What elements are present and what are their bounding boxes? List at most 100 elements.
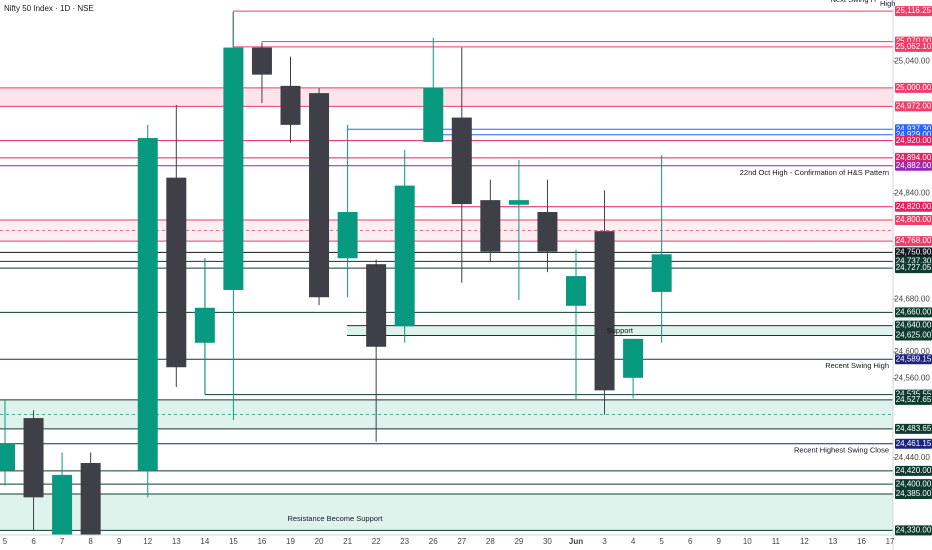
x-tick-label: 6 [688,537,693,546]
x-tick-label: 26 [429,537,438,546]
candle-body [337,212,358,259]
chart-title: Nifty 50 Index · 1D · NSE [4,4,94,13]
candle-body [280,85,301,125]
level-label-box [895,465,932,476]
level-label: 24,625.00 [896,331,932,340]
level-label: 24,535.55 [896,390,932,399]
level-label-box [895,236,932,247]
candle-body [194,307,215,343]
x-tick-label: 19 [286,537,295,546]
x-tick-label: 6 [31,537,36,546]
level-label: 24,882.00 [896,161,932,170]
annotations: Next Swing H High 22nd Oct High - Confirma… [287,0,895,523]
level-label-box [895,160,932,171]
level-label: 24,750.90 [896,247,932,256]
candle-body [480,200,501,252]
x-tick-label: 13 [828,537,837,546]
level-label-box [895,82,932,93]
x-tick-label: 5 [659,537,664,546]
candle-body [651,254,672,292]
candle-body [0,443,15,471]
x-tick-label: 12 [800,537,809,546]
y-tick-label: 24,440.00 [894,453,930,462]
level-label-box [895,330,932,341]
level-label-box [895,6,932,17]
level-label: 24,385.00 [896,489,932,498]
candle-body [23,418,44,498]
level-label: 24,894.00 [896,153,932,162]
level-label: 25,062.10 [896,42,932,51]
y-tick-label: 24,600.00 [894,347,930,356]
x-tick-label: 13 [172,537,181,546]
level-label-box [895,135,932,146]
zones [0,87,893,531]
candle-body [80,463,101,535]
level-label: 24,972.00 [896,101,932,110]
level-label: 24,937.30 [896,124,932,133]
x-tick-label: 9 [717,537,722,546]
annotation: High [880,0,895,8]
annotation: 22nd Oct High - Confirmation of H&S Patt… [740,168,889,177]
x-tick-label: 23 [400,537,409,546]
candles [0,11,672,535]
level-label: 24,527.65 [896,395,932,404]
level-label: 24,420.00 [896,466,932,475]
annotation: Recent Highest Swing Close [794,446,889,455]
candle-body [394,185,415,327]
x-tick-label: 17 [886,537,895,546]
axes: 5 6 7 8 9 12 13 14 15 16 19 20 21 22 23 26 27 28 29 30 Jun 3 4… [3,6,932,546]
level-label-box [895,394,932,405]
y-tick-label: 24,560.00 [894,374,930,383]
level-label: 24,640.00 [896,321,932,330]
level-label-box [895,320,932,331]
annotation: Recent Swing High [825,361,889,370]
level-label-box [895,263,932,274]
level-label-box [895,201,932,212]
annotation: Support [607,326,634,335]
level-label: 24,929.00 [896,130,932,139]
level-label: 24,400.00 [896,479,932,488]
x-tick-label: 5 [3,537,8,546]
level-label-box [895,152,932,163]
candle-body [137,138,158,471]
zone [0,87,893,107]
candle-body [251,47,272,75]
candle-body [623,338,644,378]
candle-body [451,117,472,205]
x-tick-label: 10 [743,537,752,546]
level-label: 24,920.00 [896,136,932,145]
level-label: 24,589.15 [896,354,932,363]
y-tick-label: 24,840.00 [894,189,930,198]
level-label: 24,727.05 [896,263,932,272]
level-label: 24,483.65 [896,424,932,433]
level-label-box [895,525,932,536]
x-tick-label: 3 [602,537,607,546]
y-tick-label: 24,680.00 [894,294,930,303]
zone [0,494,893,531]
level-label-box [895,101,932,112]
x-tick-label: 29 [514,537,523,546]
level-label: 24,461.15 [896,439,932,448]
x-tick-label: 14 [200,537,209,546]
candle-body [508,200,529,205]
level-label: 25,116.25 [896,6,932,15]
level-label: 24,330.00 [896,525,932,534]
candle-body [166,177,187,368]
x-tick-label: 15 [229,537,238,546]
x-tick-label: Jun [569,537,583,546]
x-tick-label: 12 [143,537,152,546]
x-tick-label: 16 [257,537,266,546]
candle-body [223,47,244,290]
level-label-box [895,438,932,449]
level-label: 24,820.00 [896,202,932,211]
level-label: 24,737.30 [896,256,932,265]
x-tick-label: 27 [457,537,466,546]
x-tick-label: 7 [60,537,65,546]
x-tick-label: 30 [543,537,552,546]
x-tick-label: 4 [631,537,636,546]
level-label-box [895,247,932,258]
level-label: 25,070.00 [896,37,932,46]
level-label-box [895,489,932,500]
x-tick-label: 22 [372,537,381,546]
level-label-box [895,307,932,318]
